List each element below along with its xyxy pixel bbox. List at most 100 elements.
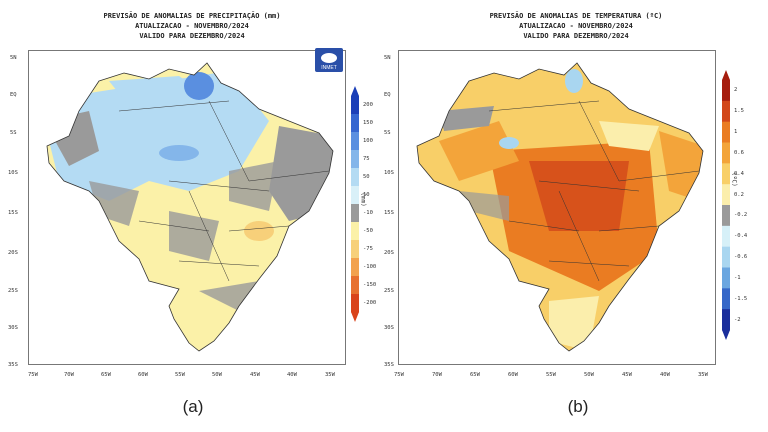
lat-tick: EQ xyxy=(10,92,17,98)
temp-title-line-1: PREVISÃO DE ANOMALIAS DE TEMPERATURA (ºC… xyxy=(489,12,663,20)
lon-tick: 50W xyxy=(212,372,222,378)
lon-tick: 35W xyxy=(698,372,708,378)
colorbar-segment xyxy=(351,258,359,277)
colorbar-label: 1 xyxy=(734,129,738,136)
cloud-icon: INMET xyxy=(321,53,337,71)
colorbar-label: -10 xyxy=(363,210,373,216)
logo-text: INMET xyxy=(321,65,337,71)
colorbar-bottom-arrow xyxy=(351,312,359,322)
lon-tick: 60W xyxy=(138,372,148,378)
lat-tick: 30S xyxy=(384,325,394,331)
colorbar-label: -1.5 xyxy=(734,295,748,302)
colorbar-segment xyxy=(722,80,730,102)
lon-tick: 40W xyxy=(287,372,297,378)
colorbar-segment xyxy=(722,205,730,227)
colorbar-label: -100 xyxy=(363,264,377,270)
lat-tick: 10S xyxy=(8,170,18,176)
precip-map xyxy=(46,62,334,352)
temp-map-frame xyxy=(398,50,716,365)
colorbar-label: -1 xyxy=(734,274,741,281)
caption-b: (b) xyxy=(567,397,589,416)
colorbar-label: -200 xyxy=(363,300,377,306)
lat-tick: 25S xyxy=(8,288,18,294)
colorbar-segment xyxy=(351,222,359,241)
caption-a: (a) xyxy=(182,397,204,416)
lat-tick: 15S xyxy=(384,210,394,216)
colorbar-segment xyxy=(722,225,730,248)
colorbar-top-arrow xyxy=(351,86,359,96)
colorbar-label: 0.6 xyxy=(734,149,744,156)
colorbar-label: -50 xyxy=(363,228,373,234)
precip-unit: (mm) xyxy=(359,192,367,207)
temp-colorbar xyxy=(722,70,730,340)
colorbar-label: 100 xyxy=(363,138,373,144)
lon-tick: 65W xyxy=(101,372,111,378)
colorbar-top-arrow xyxy=(722,70,730,80)
lon-tick: 35W xyxy=(325,372,335,378)
lat-tick: 25S xyxy=(384,288,394,294)
precip-title-line-1: PREVISÃO DE ANOMALIAS DE PRECIPITAÇÃO (m… xyxy=(103,12,281,20)
colorbar-segment xyxy=(722,288,730,310)
colorbar-label: 10 xyxy=(363,192,370,198)
lat-tick: 5S xyxy=(384,130,391,136)
lat-tick: 10S xyxy=(384,170,394,176)
colorbar-bottom-arrow xyxy=(722,330,730,340)
colorbar-segment xyxy=(722,121,730,143)
colorbar-segment xyxy=(722,163,730,185)
lon-tick: 65W xyxy=(470,372,480,378)
colorbar-label: 1.5 xyxy=(734,108,744,115)
colorbar-segment xyxy=(351,96,359,115)
colorbar-segment xyxy=(351,132,359,151)
precip-title-line-2: ATUALIZACAO - NOVEMBRO/2024 xyxy=(135,22,249,30)
inmet-logo: INMET xyxy=(315,48,343,72)
lat-tick: 5N xyxy=(10,55,17,61)
lat-tick: 15S xyxy=(8,210,18,216)
temp-unit: (ºC) xyxy=(730,172,738,187)
colorbar-label: -0.4 xyxy=(734,233,748,240)
lat-tick: 30S xyxy=(8,325,18,331)
lat-tick: EQ xyxy=(384,92,391,98)
colorbar-label: 200 xyxy=(363,102,373,108)
precip-title-line-3: VALIDO PARA DEZEMBRO/2024 xyxy=(139,32,245,40)
lon-tick: 45W xyxy=(250,372,260,378)
colorbar-segment xyxy=(351,186,359,205)
temperature-panel: PREVISÃO DE ANOMALIAS DE TEMPERATURA (ºC… xyxy=(384,0,768,432)
colorbar-segment xyxy=(722,267,730,289)
lon-tick: 75W xyxy=(28,372,38,378)
lat-tick: 35S xyxy=(384,362,394,368)
temp-map xyxy=(416,62,704,352)
colorbar-segment xyxy=(351,294,359,313)
lon-tick: 75W xyxy=(394,372,404,378)
lon-tick: 45W xyxy=(622,372,632,378)
lon-tick: 60W xyxy=(508,372,518,378)
colorbar-label: -0.6 xyxy=(734,254,748,261)
temp-title-line-2: ATUALIZACAO - NOVEMBRO/2024 xyxy=(519,22,633,30)
lat-tick: 20S xyxy=(384,250,394,256)
colorbar-segment xyxy=(722,142,730,164)
precipitation-panel: PREVISÃO DE ANOMALIAS DE PRECIPITAÇÃO (m… xyxy=(8,12,377,416)
colorbar-label: -150 xyxy=(363,282,377,288)
colorbar-segment xyxy=(722,184,730,206)
lat-tick: 20S xyxy=(8,250,18,256)
colorbar-segment xyxy=(351,204,359,223)
lon-tick: 55W xyxy=(546,372,556,378)
colorbar-label: -75 xyxy=(363,246,373,252)
colorbar-segment xyxy=(351,240,359,259)
colorbar-segment xyxy=(722,309,730,331)
lon-tick: 55W xyxy=(175,372,185,378)
colorbar-label: -0.2 xyxy=(734,212,748,219)
lat-tick: 5S xyxy=(10,130,17,136)
lat-tick: 35S xyxy=(8,362,18,368)
colorbar-segment xyxy=(351,150,359,169)
colorbar-label: 0.2 xyxy=(734,191,744,198)
lon-tick: 70W xyxy=(64,372,74,378)
colorbar-segment xyxy=(351,114,359,133)
colorbar-label: 0.4 xyxy=(734,170,744,177)
lat-tick: 5N xyxy=(384,55,391,61)
colorbar-label: -2 xyxy=(734,316,741,323)
lon-tick: 40W xyxy=(660,372,670,378)
temp-title-line-3: VALIDO PARA DEZEMBRO/2024 xyxy=(523,32,629,40)
colorbar-label: 2 xyxy=(734,87,738,94)
colorbar-segment xyxy=(722,246,730,268)
colorbar-segment xyxy=(351,168,359,187)
